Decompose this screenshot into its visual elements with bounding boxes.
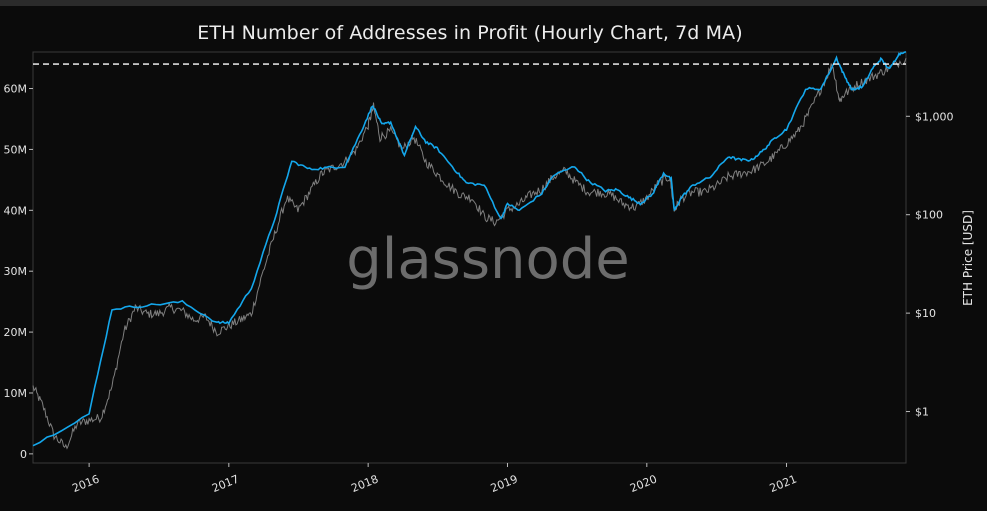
x-tick-label: 2020: [628, 472, 659, 495]
x-tick-label: 2021: [768, 472, 799, 495]
y-left-tick-label: 10M: [4, 387, 28, 400]
y-right-tick-label: $1: [915, 406, 929, 419]
x-tick-label: 2019: [489, 472, 520, 495]
y-right-axis-label: ETH Price [USD]: [961, 210, 975, 306]
y-left-tick-label: 60M: [4, 83, 28, 96]
y-left-tick-label: 0: [20, 448, 27, 461]
y-right-tick-label: $100: [915, 209, 943, 222]
y-left-tick-label: 50M: [4, 143, 28, 156]
top-window-strip: [0, 0, 987, 6]
y-right-tick-label: $1,000: [915, 110, 954, 123]
series-line-addresses-in-profit: [32, 57, 907, 450]
watermark-logo: glassnode: [346, 227, 630, 292]
x-tick-label: 2016: [70, 472, 101, 495]
plot-frame: [32, 51, 907, 464]
x-tick-label: 2018: [349, 472, 380, 495]
x-tick-label: 2017: [210, 472, 241, 495]
chart-title: ETH Number of Addresses in Profit (Hourl…: [197, 22, 743, 44]
y-left-tick-label: 20M: [4, 326, 28, 339]
y-right-tick-label: $10: [915, 307, 936, 320]
series-line-eth-price: [32, 51, 906, 447]
y-left-tick-label: 40M: [4, 204, 28, 217]
y-left-tick-label: 30M: [4, 265, 28, 278]
